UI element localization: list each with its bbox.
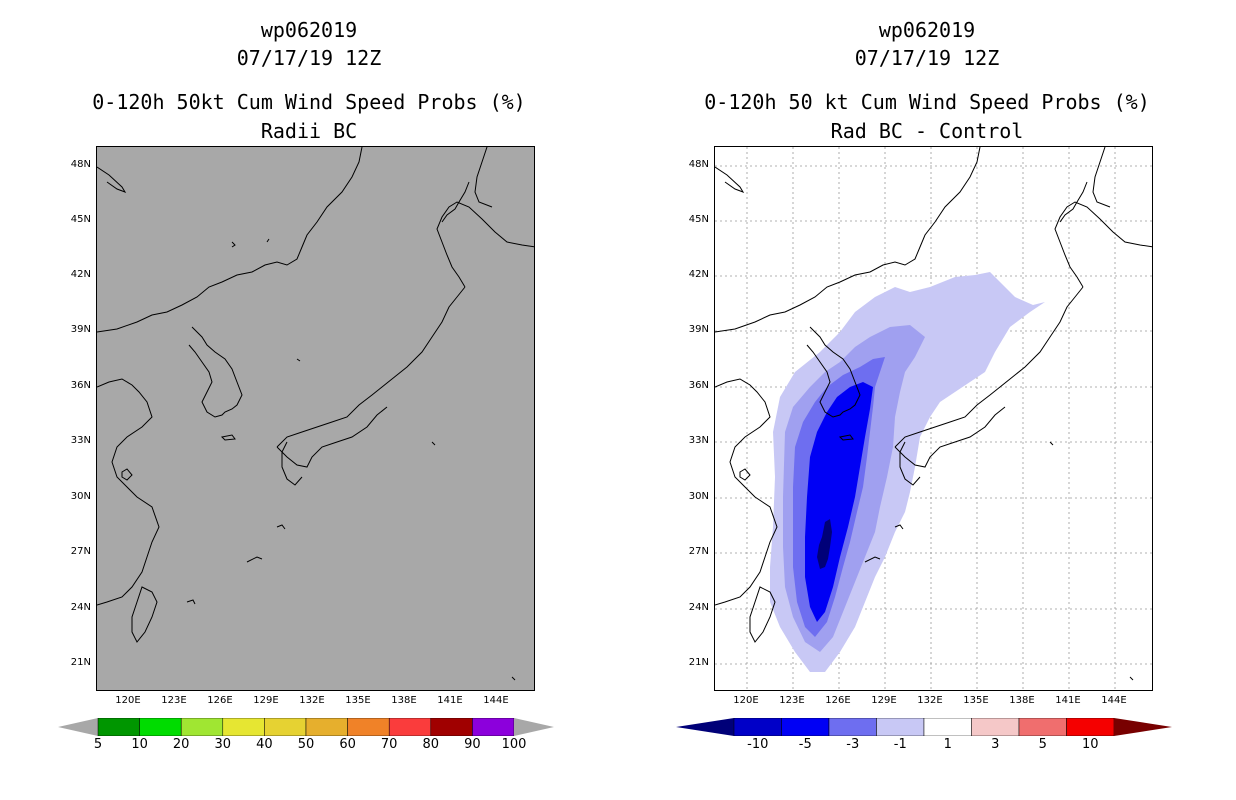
difference-colorbar — [676, 718, 1172, 736]
colorbar-box — [923, 718, 972, 736]
lon-label: 126E — [207, 695, 233, 706]
lat-label: 33N — [70, 435, 91, 446]
colorbar-label: 30 — [214, 737, 232, 752]
lat-label: 48N — [688, 159, 709, 170]
lon-label: 138E — [391, 695, 417, 706]
colorbar-box — [97, 718, 140, 736]
lat-label: 21N — [70, 657, 91, 668]
lon-label: 138E — [1009, 695, 1035, 706]
product-title: 0-120h 50 kt Cum Wind Speed Probs (%) — [704, 90, 1150, 114]
lon-label: 144E — [1101, 695, 1127, 706]
colorbar-box — [781, 718, 830, 736]
lat-label: 39N — [70, 324, 91, 335]
lat-label: 45N — [70, 214, 91, 225]
lon-label: 135E — [345, 695, 371, 706]
colorbar-arrow-right — [1114, 718, 1172, 736]
lat-label: 36N — [70, 380, 91, 391]
product-title: 0-120h 50kt Cum Wind Speed Probs (%) — [92, 90, 526, 114]
lat-label: 27N — [70, 546, 91, 557]
colorbar-box — [472, 718, 515, 736]
colorbar-label: -5 — [798, 737, 812, 752]
colorbar-box — [971, 718, 1020, 736]
probability-colorbar — [58, 718, 554, 736]
storm-id-title: wp062019 — [878, 18, 976, 42]
colorbar-label: 10 — [131, 737, 148, 752]
lon-label: 132E — [299, 695, 325, 706]
difference-map — [714, 146, 1153, 691]
colorbar-label: 50 — [297, 737, 315, 752]
colorbar-box — [180, 718, 224, 736]
coastline-layer — [97, 147, 534, 681]
lon-label: 144E — [483, 695, 509, 706]
lat-label: 39N — [688, 324, 709, 335]
datetime-title: 07/17/19 12Z — [854, 46, 1000, 70]
right-map-panel: wp062019 07/17/19 12Z 0-120h 50 kt Cum W… — [618, 0, 1236, 800]
colorbar-box — [264, 718, 307, 736]
lat-label: 24N — [688, 602, 709, 613]
colorbar-label: 3 — [991, 737, 1000, 752]
colorbar-box — [828, 718, 877, 736]
lat-label: 36N — [688, 380, 709, 391]
datetime-title: 07/17/19 12Z — [236, 46, 382, 70]
colorbar-label: 70 — [380, 737, 398, 752]
colorbar-box — [430, 718, 473, 736]
grid-lines — [715, 147, 1152, 690]
lat-label: 42N — [688, 269, 709, 280]
lat-label: 30N — [688, 491, 709, 502]
colorbar-box — [1066, 718, 1115, 736]
colorbar-label: -3 — [846, 737, 860, 752]
colorbar-box — [733, 718, 782, 736]
colorbar-label: 10 — [1081, 737, 1099, 752]
colorbar-label: 40 — [256, 737, 273, 752]
lat-label: 30N — [70, 491, 91, 502]
difference-contours — [715, 147, 1152, 690]
colorbar-label: 5 — [93, 737, 103, 752]
colorbar-arrow-right — [514, 718, 554, 736]
lon-label: 129E — [871, 695, 897, 706]
lat-label: 48N — [70, 159, 91, 170]
lon-label: 120E — [115, 695, 141, 706]
lon-label: 123E — [779, 695, 805, 706]
colorbar-box — [222, 718, 265, 736]
lon-label: 141E — [437, 695, 463, 706]
left-map-panel: wp062019 07/17/19 12Z 0-120h 50kt Cum Wi… — [58, 18, 554, 752]
lat-label: 21N — [688, 657, 709, 668]
lat-label: 42N — [70, 269, 91, 280]
colorbar-box — [876, 718, 925, 736]
colorbar-box — [388, 718, 432, 736]
colorbar-label: -10 — [747, 737, 769, 752]
colorbar-label: -1 — [893, 737, 907, 752]
colorbar-arrow-left — [58, 718, 98, 736]
colorbar-label: 60 — [339, 737, 356, 752]
lon-label: 141E — [1055, 695, 1081, 706]
lon-label: 123E — [161, 695, 187, 706]
lon-label: 135E — [963, 695, 989, 706]
colorbar-label: 80 — [422, 737, 440, 752]
colorbar-label: 90 — [464, 737, 481, 752]
colorbar-arrow-left — [676, 718, 734, 736]
lat-label: 45N — [688, 214, 709, 225]
lon-label: 120E — [733, 695, 759, 706]
lat-label: 24N — [70, 602, 91, 613]
probability-map — [96, 146, 535, 691]
lon-label: 126E — [825, 695, 851, 706]
lon-label: 129E — [253, 695, 279, 706]
colorbar-label: 100 — [501, 737, 527, 752]
lat-label: 27N — [688, 546, 709, 557]
colorbar-label: 1 — [943, 737, 952, 752]
lon-label: 132E — [917, 695, 943, 706]
coastline-layer — [715, 147, 1152, 681]
lat-label: 33N — [688, 435, 709, 446]
colorbar-box — [1018, 718, 1067, 736]
colorbar-box — [305, 718, 348, 736]
storm-id-title: wp062019 — [260, 18, 358, 42]
colorbar-box — [139, 718, 182, 736]
colorbar-label: 5 — [1038, 737, 1047, 752]
colorbar-label: 20 — [172, 737, 190, 752]
contour-minus10 — [817, 519, 832, 569]
colorbar-box — [347, 718, 390, 736]
subtitle: Radii BC — [260, 119, 358, 143]
subtitle: Rad BC - Control — [830, 119, 1024, 143]
